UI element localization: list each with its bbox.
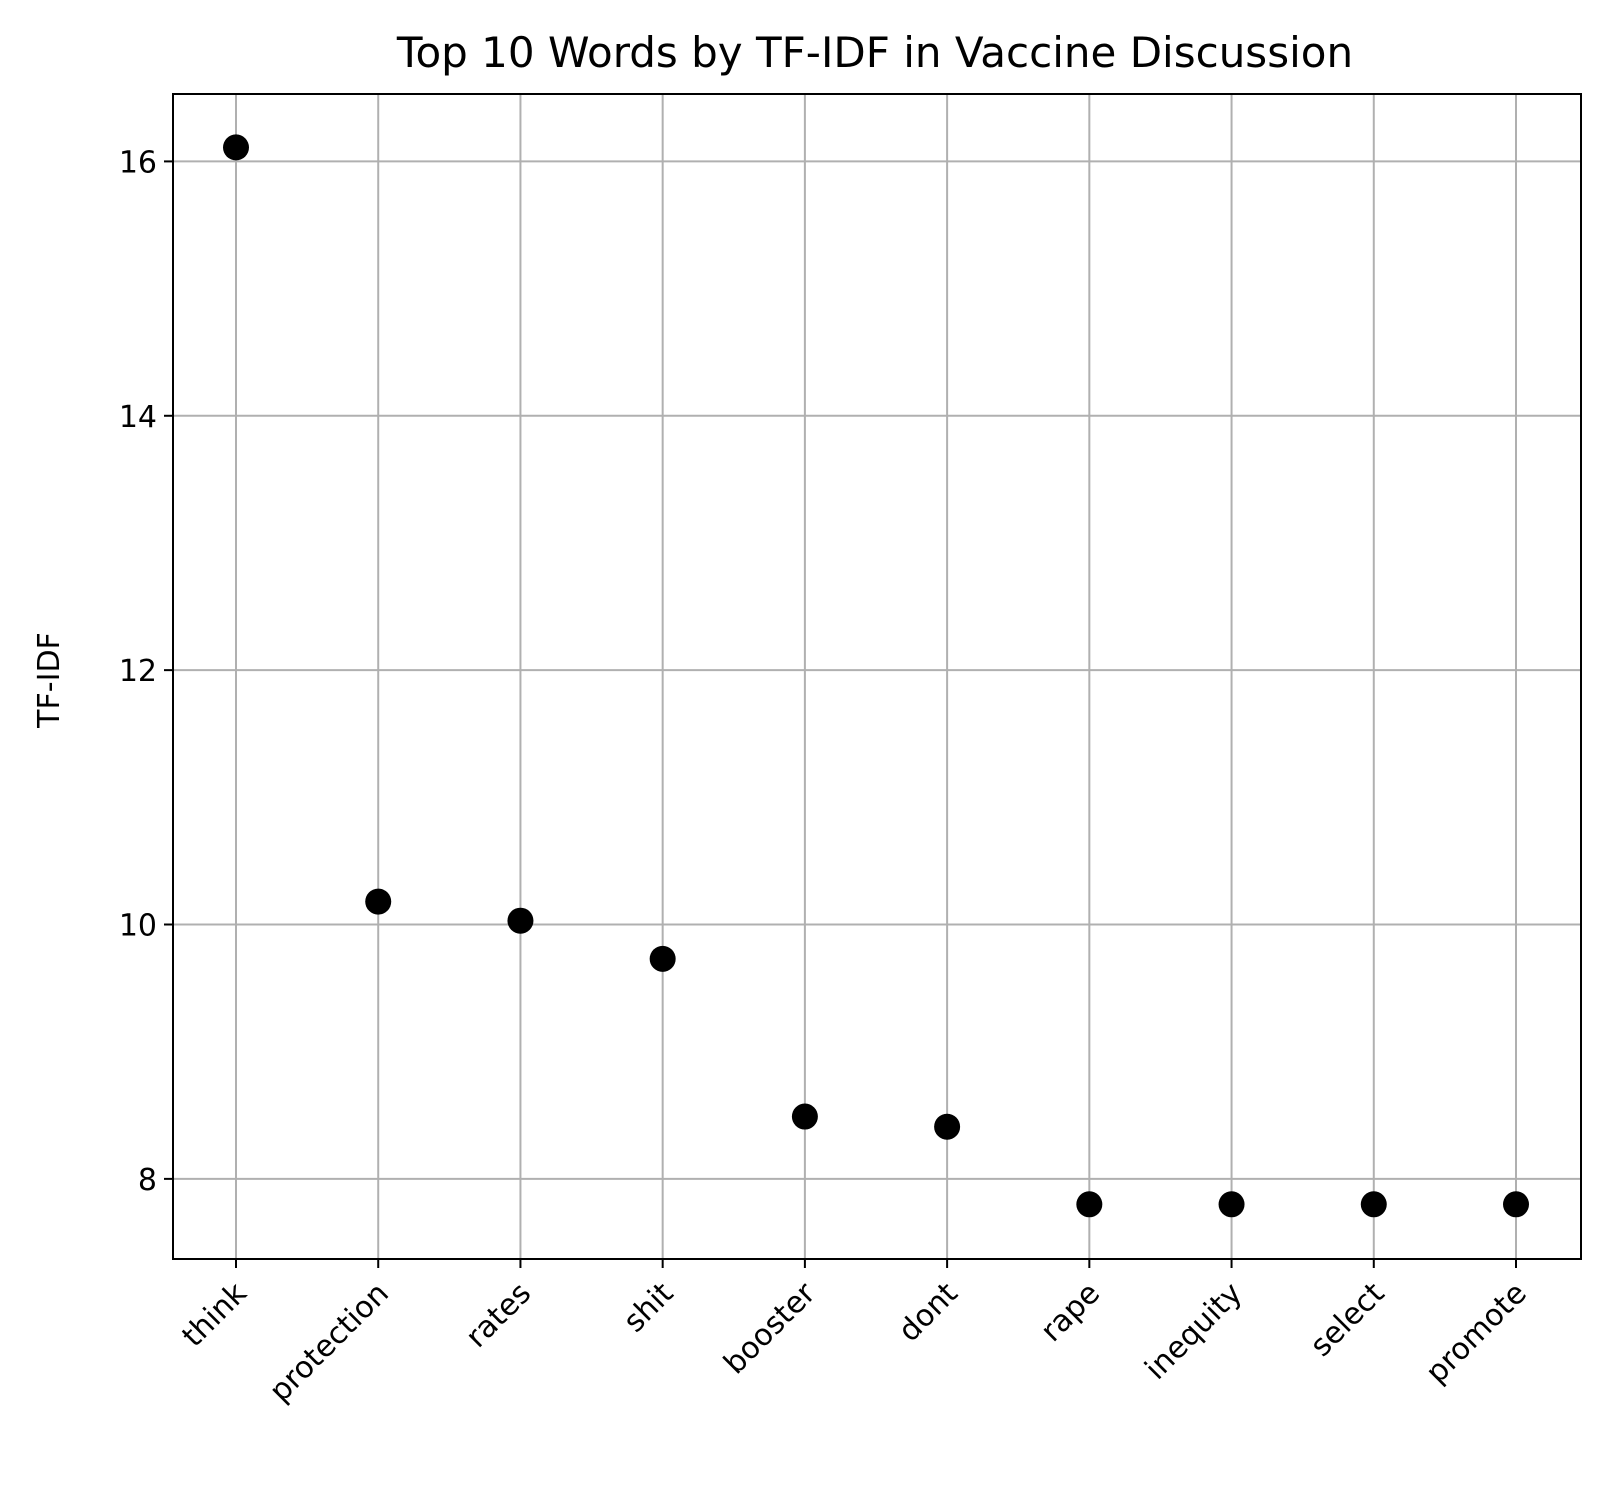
data-point [365,888,392,915]
x-tick-label: promote [1419,1276,1533,1390]
data-point [791,1103,818,1130]
data-point [1360,1191,1387,1218]
data-point [223,134,249,161]
x-tick-label: rape [1034,1276,1107,1349]
x-tick-label: shit [617,1276,681,1340]
x-tick-label: protection [263,1276,396,1409]
x-tick-label: think [176,1275,255,1354]
plot-area-frame [172,93,1582,1260]
y-tick-label: 8 [138,1163,157,1198]
y-tick-label: 12 [119,654,157,689]
data-point [649,945,676,972]
x-tick-label: dont [892,1276,965,1349]
x-tick-label: rates [459,1276,538,1355]
x-tick-label: select [1304,1276,1392,1364]
grid-lines [173,94,1581,1259]
data-point [507,907,534,934]
x-tick-label: booster [717,1275,823,1381]
data-points [223,134,1529,1218]
y-axis-label: TF-IDF [32,632,67,729]
chart-title: Top 10 Words by TF-IDF in Vaccine Discus… [396,28,1353,77]
data-point [1218,1191,1245,1218]
y-tick-label: 16 [119,145,157,180]
y-tick-label: 10 [119,909,157,944]
data-point [1076,1191,1103,1218]
data-point [1503,1191,1529,1218]
x-tick-label: inequity [1138,1276,1249,1387]
data-point [934,1113,961,1140]
y-tick-label: 14 [119,400,157,435]
x-axis-ticks: think protection rates shit booster dont rape i… [176,1259,1534,1409]
y-axis-ticks: 8 10 12 14 16 [119,145,173,1198]
